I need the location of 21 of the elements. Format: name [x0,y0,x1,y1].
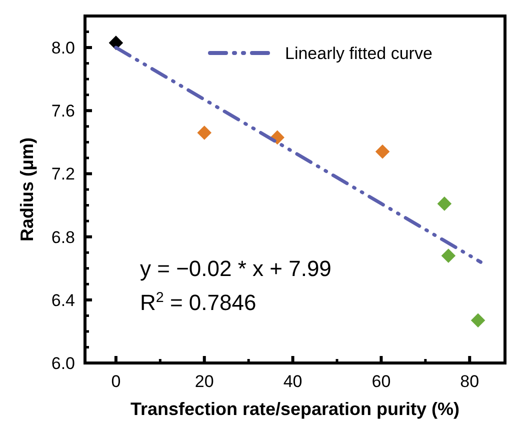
y-tick-label: 6.4 [51,290,75,310]
x-tick-label: 0 [111,372,121,391]
point [437,196,452,211]
y-tick-label: 7.2 [51,164,75,184]
y-tick-label: 6.8 [51,228,75,247]
x-tick-label: 60 [372,372,391,391]
annotation: R$^{2}$ = 0.7846 [140,290,256,315]
x-tick-label: 80 [460,372,480,391]
y-tick-label: 7.6 [51,102,75,121]
y-tick-label: 8.0 [51,38,75,58]
point [441,248,456,263]
point [197,126,212,140]
x-axis-title: Transfection rate/separation purity (%) [130,399,460,419]
y-tick-label: 6.0 [51,354,75,373]
point [470,313,486,328]
point [375,144,390,159]
legend-label: Linearly fitted curve [285,44,432,63]
y-axis-title: Radius (μm) [17,137,37,242]
x-tick-label: 40 [283,372,302,391]
annotation: y = −0.02 * x + 7.99 [140,256,332,281]
x-tick-label: 20 [194,372,214,391]
